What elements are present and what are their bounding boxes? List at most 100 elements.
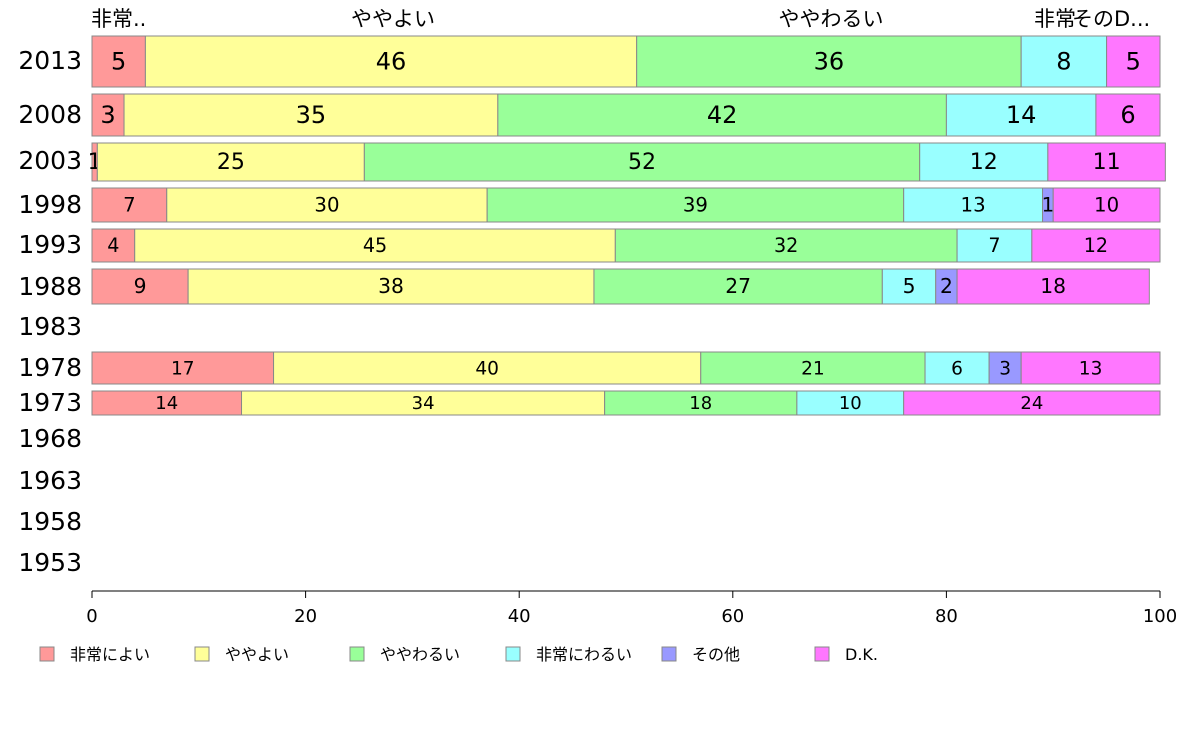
bar-value-label: 34	[412, 393, 435, 414]
bar-value-label: 12	[970, 150, 998, 175]
bar-value-label: 10	[1094, 194, 1119, 217]
bar-value-label: 14	[1006, 101, 1037, 129]
bar-value-label: 24	[1020, 393, 1043, 414]
x-tick-label: 100	[1143, 606, 1177, 627]
bar-segment	[166, 187, 488, 223]
bar-value-label: 7	[988, 234, 1000, 257]
bar-segment	[1106, 35, 1161, 88]
bar-value-label: 11	[1093, 150, 1121, 175]
bar-value-label: 3	[999, 359, 1011, 380]
bar-value-label: 12	[1084, 234, 1108, 257]
bar-value-label: 6	[1120, 101, 1135, 129]
bar-segment	[903, 390, 1161, 416]
year-label: 1998	[18, 190, 82, 219]
top-series-label: 非常	[1034, 7, 1076, 31]
bar-segment	[91, 35, 146, 88]
bar-segment	[187, 268, 595, 305]
bar-value-label: 42	[707, 101, 738, 129]
bar-segment	[486, 187, 905, 223]
bar-segment	[614, 228, 958, 263]
year-label: 1973	[18, 388, 82, 417]
legend-swatch	[194, 646, 210, 662]
bar-segment	[604, 390, 798, 416]
bar-value-label: 13	[1079, 359, 1103, 380]
bar-value-label: 5	[903, 274, 916, 298]
bar-segment	[1020, 35, 1108, 88]
bar-value-label: 14	[155, 393, 178, 414]
legend-swatch	[505, 646, 521, 662]
bar-value-label: 4	[107, 234, 119, 257]
bar-segment	[881, 268, 937, 305]
year-label: 1978	[18, 353, 82, 382]
bar-segment	[700, 351, 926, 385]
bar-value-label: 36	[814, 48, 845, 76]
legend-label: その他	[692, 645, 740, 664]
year-label: 1953	[18, 548, 82, 577]
bar-value-label: 21	[801, 359, 825, 380]
bar-segment	[1047, 142, 1166, 182]
legend-swatch	[661, 646, 677, 662]
bar-segment	[96, 142, 365, 182]
year-label: 2013	[18, 46, 82, 75]
bar-segment	[1031, 228, 1161, 263]
x-tick-label: 0	[86, 606, 97, 627]
bar-segment	[956, 268, 1150, 305]
bar-segment	[363, 142, 921, 182]
top-series-label: 非常..	[91, 7, 146, 31]
top-series-label: ややわるい	[779, 7, 884, 31]
bar-value-label: 13	[961, 194, 986, 217]
bar-value-label: 18	[1040, 274, 1066, 298]
year-label: 2003	[18, 146, 82, 175]
bars-layer: 5 46 36 8 53 35 42 14 61 25 52 12 117 30 39 13 1 104 45 32 7…	[88, 35, 1166, 416]
x-axis: 0 20 40 60 80 100	[86, 590, 1177, 627]
bar-segment	[636, 35, 1022, 88]
bar-value-label: 9	[134, 274, 147, 298]
year-labels: 2013 2008 2003 1998 1993 1988 1983 1978 1973 1968…	[18, 46, 82, 577]
year-label: 1983	[18, 312, 82, 341]
bar-segment	[497, 93, 947, 137]
bar-value-label: 35	[296, 101, 327, 129]
bar-value-label: 10	[839, 393, 862, 414]
bar-value-label: 6	[951, 359, 963, 380]
year-label: 2008	[18, 100, 82, 129]
bar-value-label: 8	[1056, 48, 1071, 76]
bar-segment	[1020, 351, 1161, 385]
legend: 非常によい ややよい ややわるい 非常にわるい その他 D.K.	[39, 645, 878, 664]
legend-label: 非常にわるい	[536, 645, 632, 664]
bar-segment	[91, 228, 136, 263]
year-label: 1958	[18, 507, 82, 536]
bar-segment	[1095, 93, 1161, 137]
x-tick-label: 40	[508, 606, 531, 627]
bar-value-label: 18	[689, 393, 712, 414]
bar-segment	[273, 351, 702, 385]
bar-segment	[91, 351, 275, 385]
bar-value-label: 3	[100, 101, 115, 129]
year-label: 1963	[18, 466, 82, 495]
bar-segment	[1052, 187, 1161, 223]
bar-value-label: 32	[774, 234, 798, 257]
bar-value-label: 17	[171, 359, 195, 380]
x-tick-label: 80	[935, 606, 958, 627]
legend-label: ややわるい	[380, 645, 460, 664]
top-series-labels: 非常.. ややよい ややわるい 非常そのD...	[91, 7, 1150, 31]
bar-value-label: 30	[314, 194, 339, 217]
top-series-label: そのD...	[1072, 7, 1150, 31]
legend-label: D.K.	[845, 645, 878, 664]
bar-value-label: 46	[376, 48, 407, 76]
bar-segment	[134, 228, 616, 263]
bar-segment	[796, 390, 905, 416]
bar-value-label: 2	[940, 274, 953, 298]
bar-segment	[123, 93, 499, 137]
legend-swatch	[349, 646, 365, 662]
year-label: 1988	[18, 272, 82, 301]
bar-segment	[91, 93, 125, 137]
bar-segment	[241, 390, 606, 416]
x-tick-label: 20	[294, 606, 317, 627]
bar-segment	[919, 142, 1049, 182]
bar-segment	[903, 187, 1044, 223]
bar-value-label: 52	[628, 150, 656, 175]
bar-segment	[91, 268, 189, 305]
bar-value-label: 7	[123, 194, 136, 217]
bar-value-label: 25	[217, 150, 245, 175]
